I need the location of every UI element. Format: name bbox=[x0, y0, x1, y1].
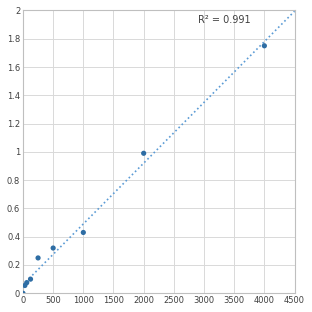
Point bbox=[262, 43, 267, 48]
Point bbox=[28, 277, 33, 282]
Point bbox=[81, 230, 86, 235]
Point bbox=[24, 280, 29, 285]
Point bbox=[141, 151, 146, 156]
Point bbox=[51, 246, 56, 251]
Text: R² = 0.991: R² = 0.991 bbox=[198, 15, 251, 25]
Point bbox=[22, 283, 27, 288]
Point bbox=[21, 291, 26, 296]
Point bbox=[36, 256, 41, 261]
